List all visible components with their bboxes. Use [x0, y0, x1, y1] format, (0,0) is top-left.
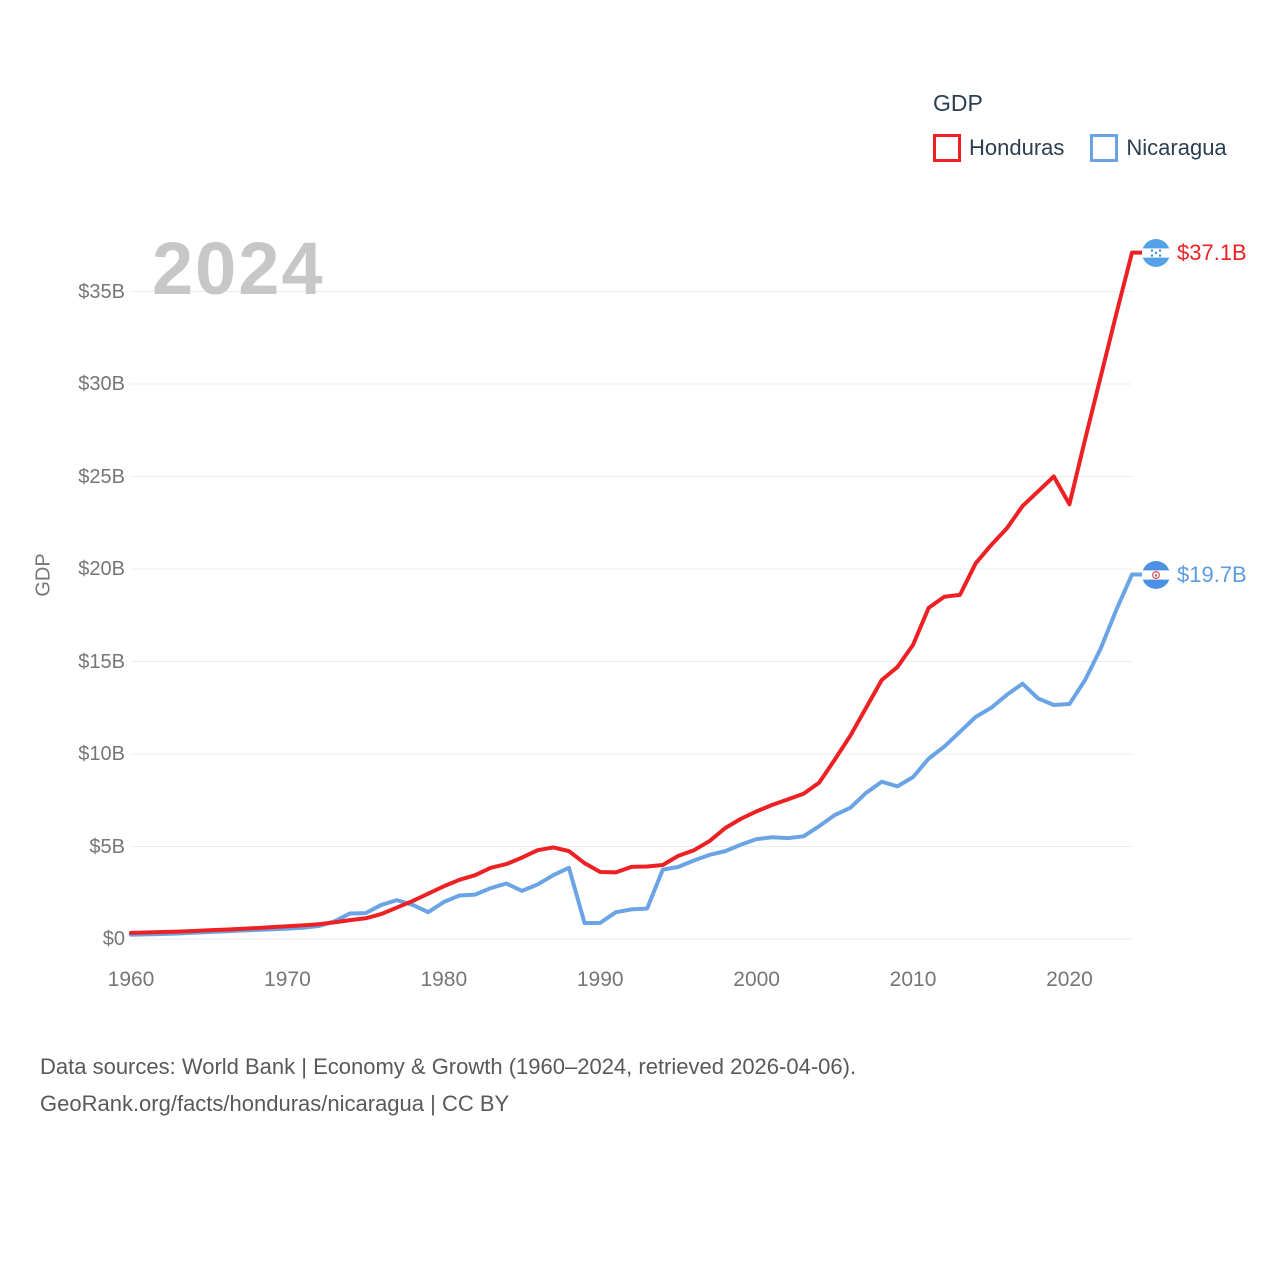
honduras-line[interactable]	[129, 250, 1145, 935]
footer-attribution: Data sources: World Bank | Economy & Gro…	[40, 1048, 856, 1122]
y-tick-label: $15B	[78, 650, 125, 673]
honduras-end-label: $37.1B	[1142, 238, 1247, 267]
x-tick-label: 2020	[1046, 968, 1093, 991]
footer-sources-line: Data sources: World Bank | Economy & Gro…	[40, 1054, 857, 1079]
x-tick-label: 1970	[264, 968, 311, 991]
honduras-end-value: $37.1B	[1177, 239, 1247, 265]
x-tick-label: 1960	[107, 968, 155, 991]
x-tick-label: 1980	[420, 968, 468, 991]
y-tick-label: $10B	[78, 743, 125, 765]
y-tick-label: $25B	[78, 465, 125, 488]
nicaragua-end-label: $19.7B	[1142, 560, 1247, 589]
year-watermark: 2024	[152, 227, 325, 310]
nicaragua-flag-icon	[1142, 560, 1170, 589]
legend-item-honduras[interactable]: Honduras	[933, 134, 1064, 162]
legend-title: GDP	[933, 90, 983, 116]
legend-label-honduras: Honduras	[969, 135, 1065, 160]
y-tick-label: $30B	[78, 373, 125, 395]
y-tick-label: $0	[102, 928, 125, 950]
y-tick-label: $5B	[89, 835, 125, 858]
chart-legend: GDP Honduras Nicaragua	[933, 90, 1263, 162]
x-tick-label: 2000	[733, 968, 780, 991]
nicaragua-line[interactable]	[129, 572, 1145, 937]
nicaragua-series-swatch-icon	[1090, 134, 1119, 162]
legend-label-nicaragua: Nicaragua	[1126, 135, 1227, 160]
legend-item-nicaragua[interactable]: Nicaragua	[1090, 134, 1227, 162]
x-tick-label: 2010	[889, 968, 937, 991]
y-tick-label: $35B	[78, 280, 125, 303]
honduras-flag-icon	[1142, 238, 1170, 267]
y-tick-label: $20B	[78, 558, 125, 580]
nicaragua-end-value: $19.7B	[1177, 561, 1247, 587]
honduras-series-swatch-icon	[933, 134, 961, 162]
x-tick-label: 1990	[576, 968, 624, 991]
footer-url-line: GeoRank.org/facts/honduras/nicaragua | C…	[40, 1091, 510, 1116]
